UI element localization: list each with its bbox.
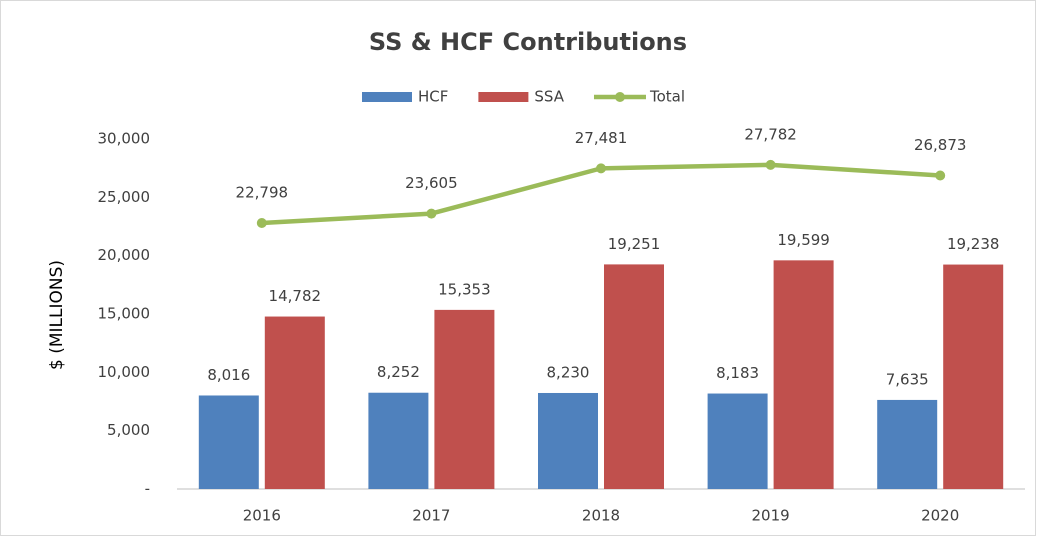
- y-tick-label: 20,000: [98, 246, 151, 264]
- line-marker: [426, 208, 437, 219]
- data-label: 8,183: [716, 364, 759, 382]
- y-tick-label: 5,000: [107, 421, 150, 439]
- bar: [434, 309, 495, 489]
- legend-label: SSA: [534, 88, 564, 106]
- bar: [604, 264, 664, 489]
- data-label: 19,238: [947, 235, 1000, 253]
- x-tick-label: 2018: [582, 507, 620, 525]
- chart-title: SS & HCF Contributions: [369, 28, 687, 56]
- data-label: 7,635: [886, 370, 929, 388]
- line-marker: [765, 159, 776, 170]
- legend-marker: [614, 92, 625, 102]
- data-label: 8,230: [547, 363, 590, 381]
- line-marker: [935, 170, 946, 181]
- x-tick-label: 2017: [412, 507, 450, 525]
- y-tick-label: 15,000: [98, 305, 151, 323]
- data-label: 8,016: [207, 366, 250, 384]
- data-label: 19,251: [608, 235, 661, 253]
- y-axis-label: $ (MILLIONS): [47, 260, 67, 370]
- data-label: 19,599: [777, 231, 830, 249]
- x-tick-label: 2019: [752, 507, 790, 525]
- bar: [264, 316, 325, 489]
- data-label: 8,252: [377, 363, 420, 381]
- bar: [707, 393, 768, 489]
- data-label: 22,798: [236, 184, 289, 202]
- data-label: 23,605: [405, 174, 458, 192]
- data-label: 27,782: [744, 125, 797, 143]
- y-tick-label: 25,000: [98, 188, 151, 206]
- legend-label: HCF: [418, 88, 448, 106]
- data-label: 27,481: [575, 129, 628, 147]
- legend-swatch: [362, 92, 412, 102]
- y-tick-label: 10,000: [98, 363, 151, 381]
- data-label: 14,782: [269, 287, 322, 305]
- legend-label: Total: [649, 88, 685, 106]
- bar: [538, 392, 598, 489]
- bar: [943, 264, 1004, 489]
- bar: [877, 399, 938, 489]
- data-label: 26,873: [914, 136, 967, 154]
- bar: [198, 395, 259, 489]
- bar: [773, 260, 834, 489]
- y-tick-label: -: [145, 480, 150, 498]
- line-marker: [256, 218, 267, 229]
- x-tick-label: 2016: [243, 507, 281, 525]
- data-label: 15,353: [438, 280, 491, 298]
- line-marker: [596, 163, 606, 174]
- x-tick-label: 2020: [921, 507, 959, 525]
- y-tick-label: 30,000: [98, 130, 151, 148]
- legend-swatch: [478, 92, 529, 102]
- bar: [368, 392, 429, 489]
